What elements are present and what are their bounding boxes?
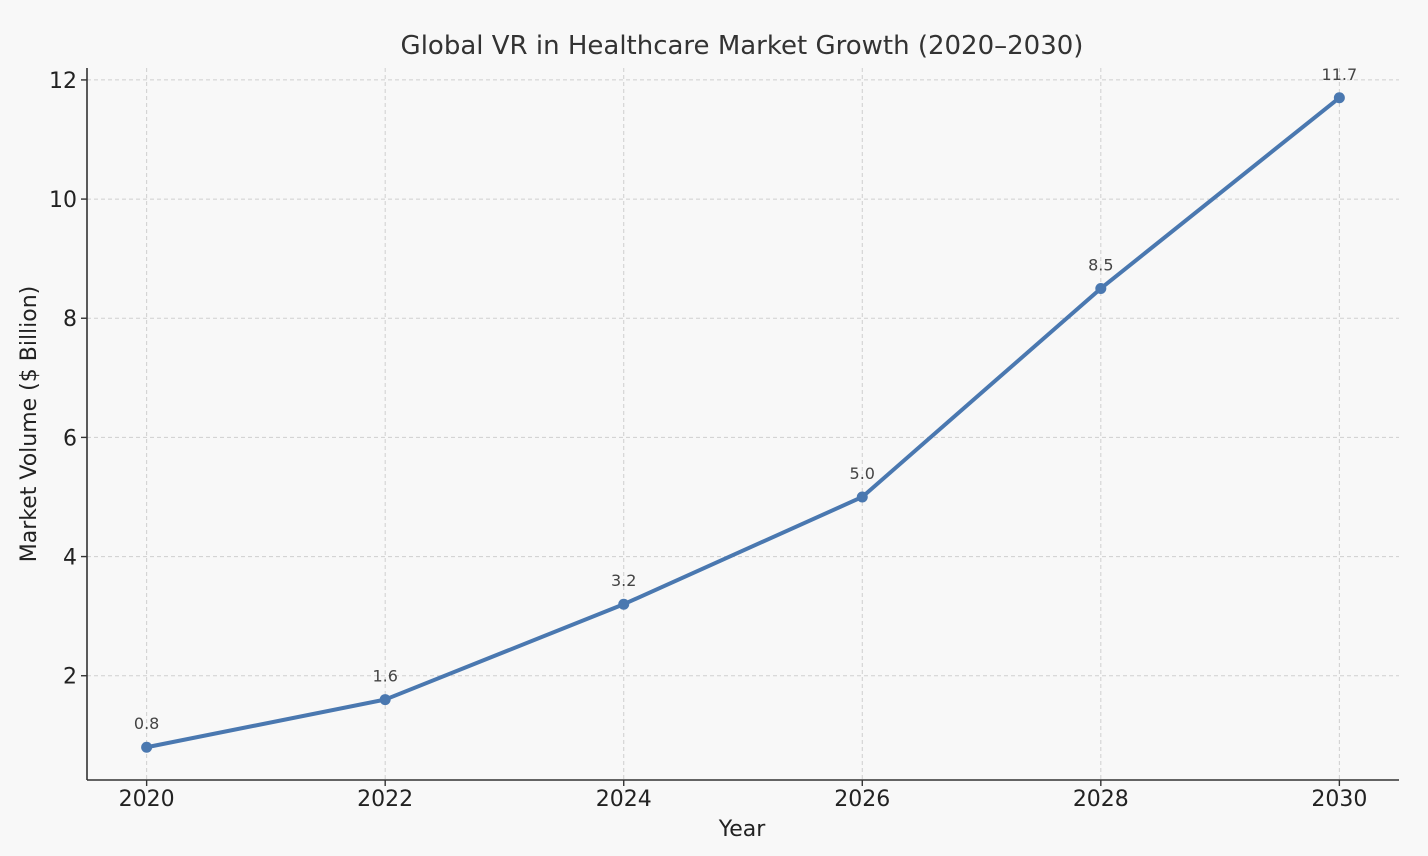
- x-tick-label-2: 2024: [596, 787, 652, 812]
- x-tick-label-3: 2026: [834, 787, 890, 812]
- data-point-2030: [1333, 92, 1345, 104]
- axes: [86, 68, 1399, 781]
- y-tick-label-0: 2: [63, 665, 77, 690]
- y-axis-label: Market Volume ($ Billion): [17, 286, 42, 563]
- data-point-2020: [141, 741, 153, 753]
- tick-labels: 2020 2022 2024 2026 2028 2030 2 4 6 8 10 12: [49, 69, 1367, 812]
- data-label-2024: 3.2: [611, 571, 636, 590]
- series-line-0: [144, 95, 1342, 750]
- data-labels: 0.8 1.6 3.2 5.0 8.5 11.7: [134, 65, 1357, 733]
- chart-title: Global VR in Healthcare Market Growth (2…: [401, 31, 1084, 61]
- data-label-2030: 11.7: [1322, 65, 1358, 84]
- grid: [87, 68, 1399, 780]
- x-axis-label: Year: [718, 817, 767, 842]
- data-point-2028: [1095, 282, 1107, 294]
- data-label-2026: 5.0: [850, 464, 875, 483]
- x-tick-label-0: 2020: [119, 787, 175, 812]
- y-tick-label-1: 4: [63, 546, 77, 571]
- y-tick-label-3: 8: [63, 307, 77, 332]
- y-tick-label-5: 12: [49, 69, 77, 94]
- data-label-2022: 1.6: [372, 667, 397, 686]
- data-point-2024: [618, 598, 630, 610]
- x-tick-label-1: 2022: [357, 787, 413, 812]
- data-point-2022: [379, 694, 391, 706]
- y-tick-label-4: 10: [49, 188, 77, 213]
- x-tick-label-5: 2030: [1311, 787, 1367, 812]
- series: [141, 92, 1345, 753]
- data-label-2020: 0.8: [134, 714, 159, 733]
- y-tick-label-2: 6: [63, 426, 77, 451]
- data-point-2026: [856, 491, 868, 503]
- data-label-2028: 8.5: [1088, 255, 1113, 274]
- x-tick-label-4: 2028: [1073, 787, 1129, 812]
